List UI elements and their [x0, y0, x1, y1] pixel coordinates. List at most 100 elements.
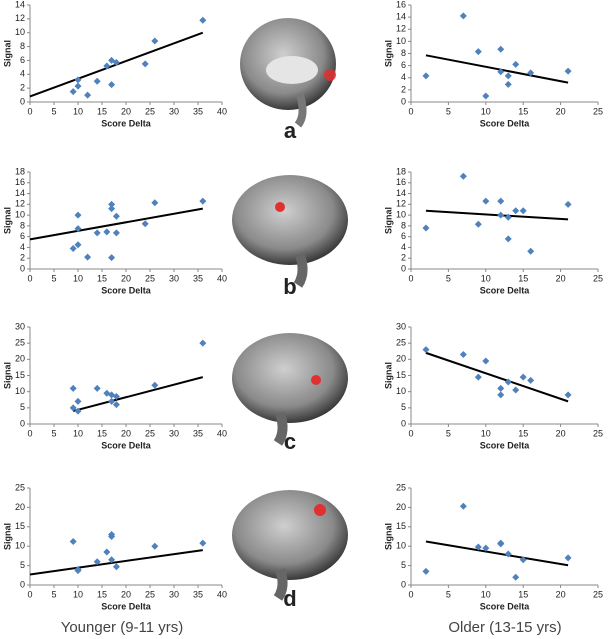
point	[497, 384, 505, 392]
y-axis-title: Signal	[383, 40, 393, 67]
point	[504, 80, 512, 88]
point	[504, 213, 512, 221]
trend-line	[425, 540, 569, 567]
point	[112, 563, 120, 571]
point	[74, 76, 82, 84]
point	[108, 200, 116, 208]
y-tick-label: 15	[15, 521, 25, 531]
trend-line	[29, 549, 203, 576]
point	[497, 68, 505, 76]
point	[69, 88, 77, 96]
point	[74, 241, 82, 249]
x-axis-title: Score Delta	[480, 440, 531, 450]
column-label: Younger (9-11 yrs)	[61, 619, 184, 636]
x-tick-label: 10	[481, 273, 491, 283]
point	[112, 229, 120, 237]
point	[74, 567, 82, 575]
x-tick-label: 35	[193, 428, 203, 438]
point	[474, 48, 482, 56]
x-tick-label: 25	[593, 273, 603, 283]
point	[459, 502, 467, 510]
point	[151, 381, 159, 389]
y-tick-label: 30	[15, 321, 25, 331]
point	[74, 82, 82, 90]
x-tick-label: 20	[121, 273, 131, 283]
x-tick-label: 5	[51, 428, 56, 438]
y-axis-title: Signal	[2, 523, 12, 550]
y-tick-label: 6	[401, 60, 406, 70]
y-tick-label: 15	[15, 370, 25, 380]
point	[422, 567, 430, 575]
x-tick-label: 20	[121, 106, 131, 116]
x-tick-label: 20	[556, 106, 566, 116]
point	[497, 391, 505, 399]
x-tick-label: 15	[518, 273, 528, 283]
y-tick-label: 5	[401, 402, 406, 412]
x-tick-label: 15	[97, 106, 107, 116]
point	[527, 69, 535, 77]
y-axis-title: Signal	[2, 207, 12, 234]
x-tick-label: 30	[169, 428, 179, 438]
point	[504, 378, 512, 386]
y-tick-label: 4	[401, 242, 406, 252]
x-tick-label: 40	[217, 106, 227, 116]
x-tick-label: 25	[145, 428, 155, 438]
point	[151, 199, 159, 207]
point	[422, 346, 430, 354]
point	[199, 16, 207, 24]
point	[151, 542, 159, 550]
x-tick-label: 0	[408, 589, 413, 599]
point	[459, 12, 467, 20]
point	[84, 91, 92, 99]
point	[74, 407, 82, 415]
x-tick-label: 15	[97, 589, 107, 599]
x-tick-label: 25	[593, 428, 603, 438]
x-tick-label: 0	[27, 273, 32, 283]
y-tick-label: 25	[15, 482, 25, 492]
x-tick-label: 25	[593, 589, 603, 599]
y-tick-label: 8	[20, 220, 25, 230]
x-tick-label: 10	[73, 428, 83, 438]
x-tick-label: 35	[193, 589, 203, 599]
trend-line	[29, 207, 203, 241]
x-tick-label: 20	[121, 589, 131, 599]
x-tick-label: 0	[27, 428, 32, 438]
x-tick-label: 30	[169, 106, 179, 116]
brain-d	[232, 490, 348, 601]
y-tick-label: 6	[20, 55, 25, 65]
x-tick-label: 10	[481, 428, 491, 438]
x-tick-label: 15	[518, 106, 528, 116]
point	[112, 212, 120, 220]
x-axis-title: Score Delta	[480, 118, 531, 128]
y-tick-label: 0	[401, 96, 406, 106]
point	[474, 373, 482, 381]
point	[141, 220, 149, 228]
point	[141, 60, 149, 68]
y-tick-label: 14	[15, 188, 25, 198]
y-tick-label: 8	[401, 220, 406, 230]
y-tick-label: 4	[20, 69, 25, 79]
x-axis-title: Score Delta	[101, 285, 152, 295]
x-tick-label: 40	[217, 273, 227, 283]
x-tick-label: 0	[408, 106, 413, 116]
point	[108, 205, 116, 213]
trend-line	[425, 54, 569, 84]
point	[108, 81, 116, 89]
y-tick-label: 6	[20, 231, 25, 241]
x-tick-label: 30	[169, 273, 179, 283]
x-tick-label: 5	[446, 428, 451, 438]
point	[459, 350, 467, 358]
y-tick-label: 0	[401, 418, 406, 428]
point	[519, 556, 527, 564]
y-tick-label: 14	[15, 0, 25, 9]
point	[93, 384, 101, 392]
y-tick-label: 2	[401, 84, 406, 94]
y-tick-label: 18	[15, 166, 25, 176]
point	[497, 211, 505, 219]
y-tick-label: 12	[396, 24, 406, 34]
point	[512, 60, 520, 68]
y-tick-label: 5	[20, 560, 25, 570]
y-tick-label: 12	[396, 199, 406, 209]
point	[497, 197, 505, 205]
